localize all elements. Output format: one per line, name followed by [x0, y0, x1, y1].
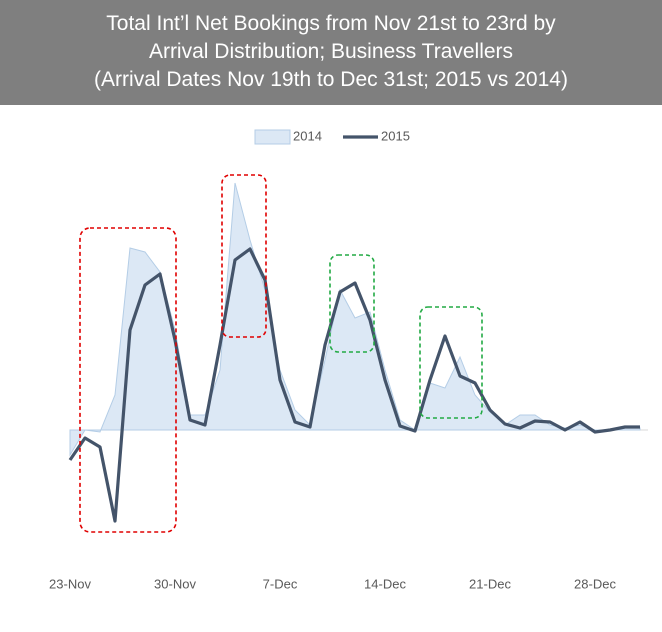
x-tick-label: 21-Dec — [469, 576, 511, 591]
title-line: Arrival Distribution; Business Traveller… — [148, 40, 514, 63]
highlight-box — [329, 254, 375, 353]
plot — [68, 182, 648, 523]
line-2015 — [68, 247, 640, 523]
x-tick-label: 7-Dec — [263, 576, 298, 591]
title-line: Total Int’l Net Bookings from Nov 21st t… — [106, 12, 556, 35]
legend-label: 2015 — [381, 128, 410, 143]
highlight-box — [221, 174, 267, 338]
highlight-box — [419, 306, 483, 419]
area-2014 — [69, 182, 641, 457]
title-line: (Arrival Dates Nov 19th to Dec 31st; 201… — [94, 68, 568, 91]
highlight-box — [79, 227, 177, 533]
annotations — [79, 174, 483, 533]
legend-label: 2014 — [293, 128, 322, 143]
title-banner: Total Int’l Net Bookings from Nov 21st t… — [0, 0, 662, 105]
x-tick-label: 28-Dec — [574, 576, 616, 591]
x-tick-label: 30-Nov — [154, 576, 196, 591]
x-tick-label: 14-Dec — [364, 576, 406, 591]
x-tick-label: 23-Nov — [49, 576, 91, 591]
chart: 23-Nov 30-Nov 7-Dec 14-Dec 21-Dec 28-Dec 2014 2… — [49, 128, 648, 591]
legend-swatch — [254, 129, 291, 145]
